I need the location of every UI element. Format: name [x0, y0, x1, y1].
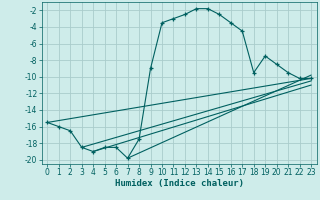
X-axis label: Humidex (Indice chaleur): Humidex (Indice chaleur) — [115, 179, 244, 188]
